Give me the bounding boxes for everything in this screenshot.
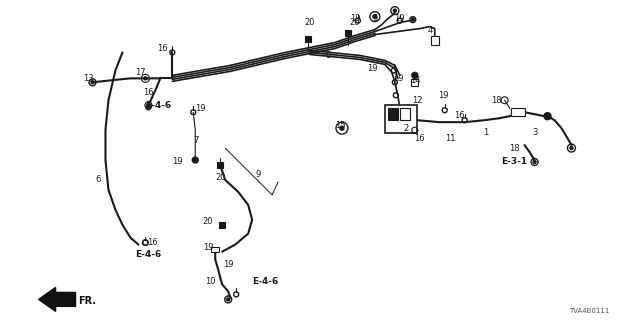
Text: 19: 19 xyxy=(438,91,449,100)
Text: 1: 1 xyxy=(483,128,488,137)
Circle shape xyxy=(570,147,573,149)
Circle shape xyxy=(144,77,147,80)
Text: FR.: FR. xyxy=(79,296,97,306)
Text: 20: 20 xyxy=(215,173,225,182)
Text: 7: 7 xyxy=(193,136,199,145)
Text: 16: 16 xyxy=(157,44,168,53)
Bar xyxy=(431,36,439,45)
Text: E-3-1: E-3-1 xyxy=(502,157,527,166)
Text: 12: 12 xyxy=(413,96,423,105)
Circle shape xyxy=(147,104,150,107)
Text: 19: 19 xyxy=(195,104,205,113)
Bar xyxy=(400,108,410,120)
Text: 20: 20 xyxy=(305,18,316,27)
Text: 19: 19 xyxy=(367,64,377,73)
Circle shape xyxy=(340,126,344,130)
Text: 16: 16 xyxy=(143,88,154,97)
Text: 2: 2 xyxy=(403,124,408,132)
Text: 19: 19 xyxy=(394,74,404,83)
Bar xyxy=(220,222,225,228)
Text: 19: 19 xyxy=(223,260,234,269)
Text: 15: 15 xyxy=(335,121,345,130)
Text: 14: 14 xyxy=(410,76,421,85)
Text: 11: 11 xyxy=(445,133,456,143)
Text: 13: 13 xyxy=(83,74,94,83)
Circle shape xyxy=(544,113,551,120)
Bar xyxy=(412,79,419,86)
Circle shape xyxy=(373,15,377,19)
Circle shape xyxy=(412,18,414,21)
Text: 6: 6 xyxy=(96,175,101,184)
Bar xyxy=(345,29,351,36)
Bar xyxy=(511,108,525,116)
Text: 17: 17 xyxy=(135,68,146,77)
Text: E-4-6: E-4-6 xyxy=(252,277,278,286)
Bar xyxy=(388,108,398,120)
Text: 3: 3 xyxy=(532,128,537,137)
Text: 10: 10 xyxy=(205,277,216,286)
Circle shape xyxy=(91,81,94,84)
Circle shape xyxy=(394,9,396,12)
Bar xyxy=(217,162,223,168)
Text: E-4-6: E-4-6 xyxy=(135,250,161,259)
Bar xyxy=(385,105,417,133)
Text: TVA4B0111: TVA4B0111 xyxy=(569,308,610,314)
Text: 20: 20 xyxy=(202,217,212,226)
Text: 19: 19 xyxy=(349,14,360,23)
Text: 16: 16 xyxy=(415,133,425,143)
Text: 5: 5 xyxy=(372,14,378,23)
Circle shape xyxy=(533,161,536,164)
Polygon shape xyxy=(38,287,76,311)
Text: 20: 20 xyxy=(349,18,360,27)
Text: 19: 19 xyxy=(395,14,405,23)
Text: 4: 4 xyxy=(427,26,433,35)
Text: 19: 19 xyxy=(203,243,214,252)
Bar xyxy=(211,247,220,252)
Text: 19: 19 xyxy=(172,157,182,166)
Text: 16: 16 xyxy=(454,111,465,120)
Text: 16: 16 xyxy=(147,238,157,247)
Text: 8: 8 xyxy=(325,51,331,60)
Circle shape xyxy=(192,157,198,163)
Text: 18: 18 xyxy=(492,96,502,105)
Text: E-4-6: E-4-6 xyxy=(145,101,172,110)
Circle shape xyxy=(227,298,230,301)
Text: 18: 18 xyxy=(509,144,520,153)
Circle shape xyxy=(412,72,418,78)
Bar xyxy=(305,36,311,42)
Text: 9: 9 xyxy=(255,171,260,180)
